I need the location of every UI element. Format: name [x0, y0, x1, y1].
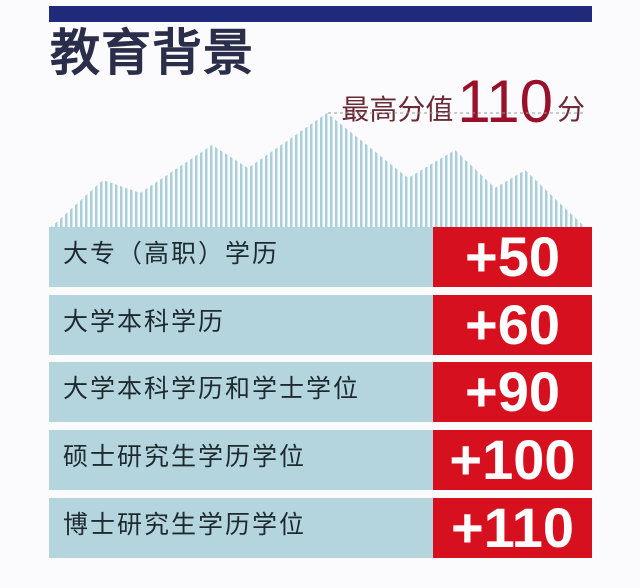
row-points: +90	[433, 362, 592, 422]
row-points: +60	[433, 295, 592, 355]
header-bar	[49, 6, 592, 22]
row-label: 大学本科学历	[49, 295, 433, 355]
max-score-unit: 分	[556, 93, 585, 126]
table-row: 博士研究生学历学位 +110	[49, 498, 592, 558]
table-row: 大专（高职）学历 +50	[49, 227, 592, 287]
max-score: 最高分值 110 分	[341, 72, 585, 132]
row-label: 大学本科学历和学士学位	[49, 362, 433, 422]
table-row: 硕士研究生学历学位 +100	[49, 430, 592, 490]
row-points: +110	[433, 498, 592, 558]
mountain-graphic	[50, 112, 586, 228]
page-title: 教育背景	[50, 24, 254, 82]
table-row: 大学本科学历 +60	[49, 295, 592, 355]
mountain-stripes	[50, 113, 586, 228]
max-score-value: 110	[457, 68, 553, 135]
table-row: 大学本科学历和学士学位 +90	[49, 362, 592, 422]
row-label: 大专（高职）学历	[49, 227, 433, 287]
row-label: 博士研究生学历学位	[49, 498, 433, 558]
row-label: 硕士研究生学历学位	[49, 430, 433, 490]
row-points: +100	[433, 430, 592, 490]
row-points: +50	[433, 227, 592, 287]
max-score-label: 最高分值	[341, 93, 454, 126]
